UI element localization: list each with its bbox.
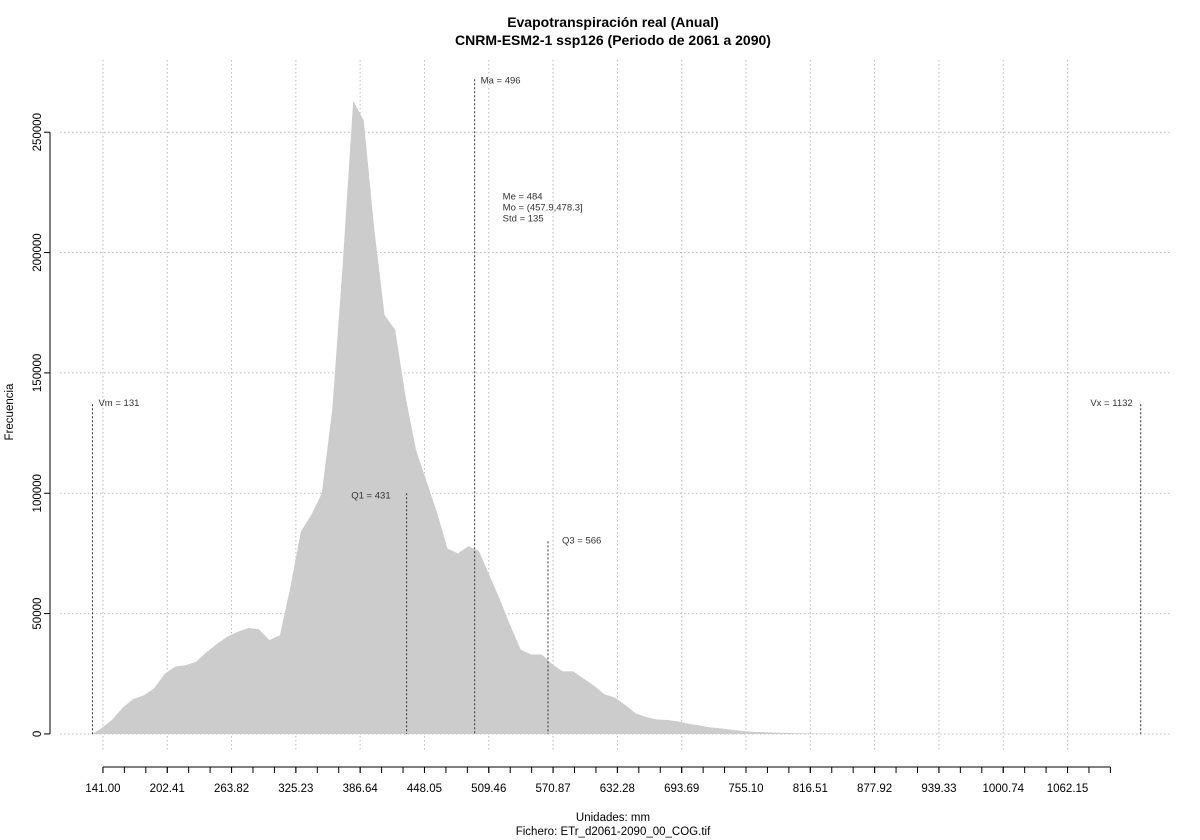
- y-axis: 0 50000 100000 150000 200000 250000: [32, 113, 51, 737]
- y-tick-label: 0: [32, 731, 44, 737]
- annotations: Ma = 496 Vm = 131 Vx = 1132 Q1 = 431 Q3 …: [91, 75, 1142, 734]
- x-tick-label: 632.28: [600, 783, 635, 795]
- stat-median: Me = 484: [503, 191, 543, 202]
- ma-label: Ma = 496: [481, 75, 521, 86]
- x-tick-label: 693.69: [664, 783, 699, 795]
- x-tick-label: 755.10: [728, 783, 763, 795]
- y-tick-label: 200000: [32, 233, 44, 271]
- y-axis-label: Frecuencia: [4, 383, 16, 440]
- vm-label: Vm = 131: [98, 398, 139, 409]
- x-tick-label: 263.82: [214, 783, 249, 795]
- file-caption: Fichero: ETr_d2061-2090_00_COG.tif: [516, 826, 711, 838]
- stat-std: Std = 135: [503, 213, 544, 224]
- chart-subtitle: CNRM-ESM2-1 ssp126 (Periodo de 2061 a 20…: [455, 32, 771, 48]
- vx-label: Vx = 1132: [1090, 398, 1132, 409]
- x-tick-label: 509.46: [471, 783, 506, 795]
- x-tick-label: 448.05: [407, 783, 442, 795]
- x-tick-label: 202.41: [150, 783, 185, 795]
- x-axis: 141.00 202.41 263.82 325.23 386.64 448.05 509.…: [85, 766, 1111, 795]
- x-tick-label: 939.33: [921, 783, 956, 795]
- y-tick-label: 100000: [32, 474, 44, 512]
- x-tick-label: 1000.74: [982, 783, 1024, 795]
- chart-title: Evapotranspiración real (Anual): [507, 14, 719, 30]
- q1-label: Q1 = 431: [351, 490, 390, 501]
- y-tick-label: 150000: [32, 354, 44, 392]
- x-axis-label: Unidades: mm: [576, 812, 650, 824]
- x-tick-label: 877.92: [857, 783, 892, 795]
- y-tick-label: 250000: [32, 113, 44, 151]
- x-tick-label: 1062.15: [1047, 783, 1089, 795]
- x-tick-label: 816.51: [793, 783, 828, 795]
- x-tick-label: 325.23: [278, 783, 313, 795]
- x-tick-label: 141.00: [85, 783, 120, 795]
- density-area: [92, 100, 1141, 734]
- x-tick-label: 570.87: [535, 783, 570, 795]
- q3-label: Q3 = 566: [562, 535, 601, 546]
- stat-mode: Mo = (457.9,478.3]: [503, 202, 583, 213]
- y-tick-label: 50000: [32, 598, 44, 630]
- x-tick-label: 386.64: [343, 783, 379, 795]
